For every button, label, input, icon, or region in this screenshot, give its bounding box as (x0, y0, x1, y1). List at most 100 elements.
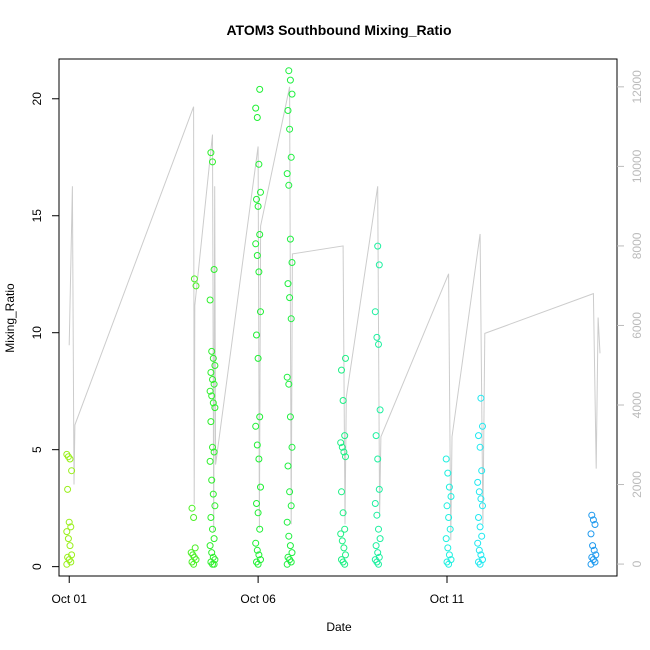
data-point (591, 558, 599, 566)
data-point (589, 516, 597, 524)
data-point (207, 369, 215, 376)
data-point (255, 455, 263, 463)
data-point (375, 261, 383, 269)
data-point (188, 504, 196, 512)
data-point (445, 560, 453, 568)
data-point (207, 418, 215, 426)
data-point (340, 544, 348, 552)
data-point (257, 483, 264, 491)
data-point (371, 308, 379, 316)
data-point (65, 518, 73, 526)
data-point (209, 399, 217, 407)
data-point (285, 181, 293, 189)
y2-tick-label: 4000 (630, 391, 644, 418)
data-point (374, 549, 382, 557)
data-point (283, 560, 291, 568)
data-point (190, 275, 198, 283)
data-point (253, 331, 260, 339)
data-point (375, 560, 382, 568)
data-point (252, 539, 260, 547)
data-point (342, 551, 349, 559)
data-point (68, 467, 76, 475)
data-point (476, 560, 484, 568)
data-point (190, 560, 198, 568)
data-point (286, 542, 294, 550)
y-tick-label: 5 (30, 446, 44, 453)
data-point (373, 511, 381, 519)
y2-axis: 0 2000 4000 6000 8000 10000 12000 (617, 70, 644, 567)
data-point (478, 467, 486, 475)
data-point (287, 502, 295, 510)
data-point (191, 544, 199, 552)
data-point (284, 280, 292, 288)
data-point (209, 490, 217, 498)
data-point (445, 483, 453, 491)
y-tick-label: 0 (30, 563, 44, 570)
data-point (283, 518, 291, 526)
y-tick-label: 20 (30, 92, 44, 106)
data-point (283, 170, 291, 178)
data-point (252, 240, 260, 248)
data-point (255, 160, 263, 168)
data-point (284, 107, 292, 114)
y2-tick-label: 2000 (630, 471, 644, 498)
data-point (207, 149, 215, 157)
data-point (209, 443, 216, 451)
data-point (443, 502, 451, 510)
data-point (588, 511, 596, 519)
data-point (256, 231, 264, 238)
x-axis: Oct 01 Oct 06 Oct 11 (52, 576, 465, 606)
data-point (286, 235, 294, 243)
data-point (211, 502, 219, 510)
data-point (475, 546, 483, 554)
data-point (253, 441, 261, 449)
data-point (285, 380, 293, 388)
data-point (475, 432, 482, 440)
data-point (474, 478, 482, 486)
data-point (339, 509, 347, 517)
data-point (338, 537, 346, 545)
y-axis: 0 5 10 15 20 (30, 92, 59, 570)
data-point (341, 560, 349, 568)
points-layer (63, 67, 600, 568)
data-point (591, 521, 599, 528)
data-point (342, 354, 349, 362)
data-point (208, 392, 216, 400)
y2-tick-label: 8000 (630, 232, 644, 259)
data-point (209, 376, 216, 383)
data-point (209, 354, 217, 362)
data-point (254, 560, 262, 568)
data-point (211, 404, 219, 412)
data-point (587, 560, 595, 568)
data-point (376, 535, 384, 543)
y2-tick-label: 6000 (630, 312, 644, 339)
data-point (446, 525, 454, 533)
data-point (211, 362, 219, 369)
data-point (341, 525, 349, 533)
data-point (253, 252, 261, 259)
data-point (476, 443, 484, 451)
data-point (209, 525, 216, 533)
data-point (479, 422, 486, 430)
y-tick-label: 10 (30, 326, 44, 340)
data-point (192, 282, 200, 290)
data-point (63, 560, 71, 568)
data-point (286, 488, 294, 496)
data-point (257, 188, 264, 196)
data-point (589, 542, 597, 550)
data-point (206, 542, 214, 550)
data-point (476, 523, 484, 531)
data-point (254, 354, 262, 362)
data-point (210, 380, 218, 388)
data-point (253, 114, 261, 121)
data-point (255, 551, 263, 559)
data-point (286, 125, 294, 133)
data-point (207, 514, 215, 521)
data-point (374, 242, 382, 250)
data-point (208, 347, 216, 355)
data-point (287, 558, 295, 566)
data-point (442, 535, 450, 543)
data-point (288, 443, 296, 451)
altitude-layer (68, 86, 601, 541)
